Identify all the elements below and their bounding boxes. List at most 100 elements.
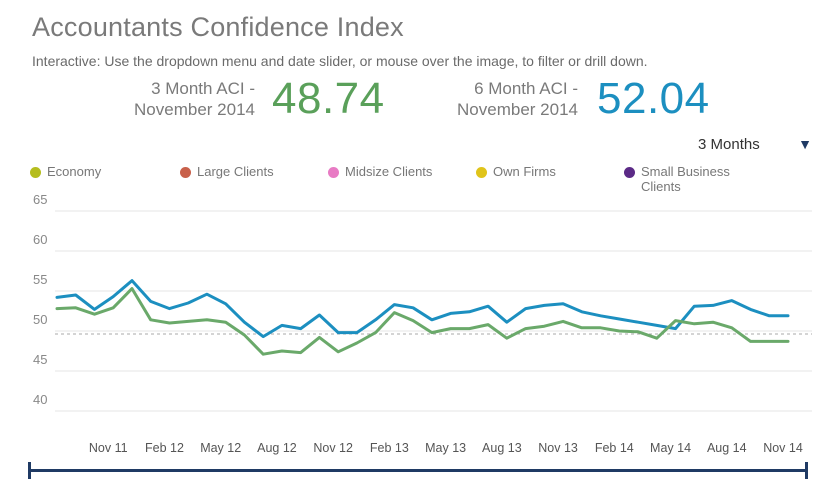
x-tick-label: Nov 12 [313, 441, 353, 455]
data-point[interactable] [91, 310, 99, 318]
data-point[interactable] [653, 334, 661, 342]
period-dropdown[interactable]: 3 Months ▼ [690, 134, 820, 156]
data-point[interactable] [53, 305, 61, 313]
data-point[interactable] [334, 348, 342, 356]
data-point[interactable] [259, 333, 267, 341]
data-point[interactable] [540, 301, 548, 309]
data-point[interactable] [615, 315, 623, 323]
data-point[interactable] [447, 309, 455, 317]
data-point[interactable] [728, 297, 736, 305]
data-point[interactable] [240, 331, 248, 339]
data-point[interactable] [634, 318, 642, 326]
data-point[interactable] [372, 316, 380, 324]
data-point[interactable] [447, 325, 455, 333]
data-point[interactable] [484, 321, 492, 329]
date-slider-end-handle[interactable] [805, 462, 808, 479]
data-point[interactable] [559, 317, 567, 325]
data-point[interactable] [597, 324, 605, 332]
chart-title: Accountants Confidence Index [32, 12, 404, 42]
data-point[interactable] [297, 349, 305, 357]
data-point[interactable] [109, 293, 117, 301]
legend-label: Own Firms [493, 164, 556, 179]
data-point[interactable] [747, 305, 755, 313]
data-point[interactable] [259, 350, 267, 358]
data-point[interactable] [784, 312, 792, 320]
date-slider-start-handle[interactable] [28, 462, 31, 479]
data-point[interactable] [765, 337, 773, 345]
legend-dot-icon [180, 167, 191, 178]
data-point[interactable] [522, 325, 530, 333]
legend-label: Midsize Clients [345, 164, 433, 179]
data-point[interactable] [278, 347, 286, 355]
data-point[interactable] [128, 277, 136, 285]
data-point[interactable] [409, 304, 417, 312]
data-point[interactable] [709, 318, 717, 326]
data-point[interactable] [559, 300, 567, 308]
data-point[interactable] [709, 301, 717, 309]
legend-dot-icon [328, 167, 339, 178]
y-tick-label: 60 [33, 232, 47, 247]
data-point[interactable] [690, 302, 698, 310]
data-point[interactable] [278, 321, 286, 329]
data-point[interactable] [353, 339, 361, 347]
data-point[interactable] [540, 322, 548, 330]
x-tick-label: Aug 12 [257, 441, 297, 455]
series-line-6-month-aci[interactable] [55, 279, 790, 339]
data-point[interactable] [728, 324, 736, 332]
data-point[interactable] [72, 291, 80, 299]
data-point[interactable] [690, 320, 698, 328]
data-point[interactable] [784, 337, 792, 345]
data-point[interactable] [634, 328, 642, 336]
triangle-down-icon[interactable]: ▼ [798, 136, 812, 152]
data-point[interactable] [222, 318, 230, 326]
data-point[interactable] [334, 329, 342, 337]
data-point[interactable] [465, 308, 473, 316]
data-point[interactable] [465, 325, 473, 333]
data-point[interactable] [297, 325, 305, 333]
data-point[interactable] [409, 317, 417, 325]
data-point[interactable] [184, 299, 192, 307]
data-point[interactable] [503, 318, 511, 326]
x-tick-label: Nov 13 [538, 441, 578, 455]
date-slider-track[interactable] [28, 469, 808, 472]
date-slider[interactable] [28, 460, 808, 480]
data-point[interactable] [653, 321, 661, 329]
data-point[interactable] [53, 293, 61, 301]
data-point[interactable] [72, 304, 80, 312]
line-chart[interactable]: 40 45 50 55 60 65 Nov 11 Feb 12 May 12 Aug 12 Nov … [0, 0, 840, 460]
data-point[interactable] [672, 325, 680, 333]
data-point[interactable] [484, 302, 492, 310]
x-tick-label: Feb 12 [145, 441, 184, 455]
series-line-3-month-aci[interactable] [55, 287, 790, 356]
data-point[interactable] [747, 337, 755, 345]
data-point[interactable] [578, 308, 586, 316]
data-point[interactable] [109, 304, 117, 312]
legend-label: Small Business Clients [641, 164, 730, 194]
data-point[interactable] [203, 290, 211, 298]
data-point[interactable] [390, 309, 398, 317]
data-point[interactable] [503, 334, 511, 342]
data-point[interactable] [147, 316, 155, 324]
data-point[interactable] [372, 329, 380, 337]
data-point[interactable] [240, 318, 248, 326]
data-point[interactable] [578, 324, 586, 332]
data-point[interactable] [147, 297, 155, 305]
data-point[interactable] [184, 317, 192, 325]
data-point[interactable] [203, 316, 211, 324]
data-point[interactable] [615, 327, 623, 335]
data-point[interactable] [315, 311, 323, 319]
data-point[interactable] [353, 329, 361, 337]
y-tick-label: 65 [33, 192, 47, 207]
data-point[interactable] [672, 317, 680, 325]
data-point[interactable] [315, 333, 323, 341]
data-point[interactable] [428, 316, 436, 324]
data-point[interactable] [128, 285, 136, 293]
data-point[interactable] [166, 319, 174, 327]
data-point[interactable] [222, 300, 230, 308]
data-point[interactable] [765, 312, 773, 320]
data-point[interactable] [166, 305, 174, 313]
data-point[interactable] [390, 301, 398, 309]
data-point[interactable] [522, 305, 530, 313]
data-point[interactable] [597, 312, 605, 320]
data-point[interactable] [428, 329, 436, 337]
